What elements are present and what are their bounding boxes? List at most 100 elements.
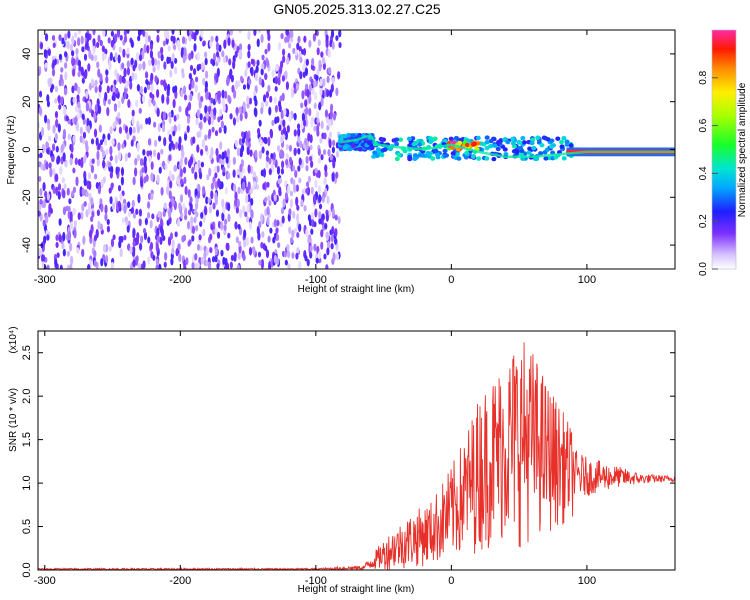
spectrogram-cell [104, 91, 108, 102]
spectrogram-cell [104, 204, 108, 215]
spectrogram-cell [464, 142, 470, 148]
spectrogram-cell [285, 81, 290, 91]
spectrogram-cell [318, 194, 322, 204]
spectrogram-cell [372, 150, 378, 155]
spectrogram-cell [301, 112, 306, 122]
spectrogram-cell [456, 156, 462, 161]
spectrogram-cell [286, 243, 290, 252]
spectrogram-cell [326, 195, 330, 205]
spectrogram-cell [129, 81, 133, 90]
spectrogram-cell [568, 143, 574, 148]
spectrogram-cell [325, 231, 329, 239]
spectrogram-cell [234, 221, 238, 230]
spectrogram-cell [309, 251, 313, 259]
spectrogram-cell [324, 164, 328, 173]
spectrogram-cell [246, 146, 250, 156]
spectrogram-cell [81, 248, 85, 258]
spectrogram-cell [93, 234, 98, 242]
spectrogram-cell [331, 77, 335, 84]
spectrogram-cell [326, 247, 330, 256]
spectrogram-cell [75, 122, 80, 132]
spectrogram-cell [139, 85, 144, 95]
spectrogram-cell [168, 170, 172, 178]
spectrogram-cell [93, 112, 97, 120]
spectrogram-cell [256, 59, 260, 67]
spectrogram-cell [208, 128, 212, 137]
colorbar-tick-label: 0.6 [698, 118, 709, 132]
spectrogram-cell [77, 59, 82, 67]
spectrogram-cell [316, 117, 320, 124]
spectrogram-cell [197, 159, 201, 169]
colorbar-frame [711, 29, 737, 270]
spectrogram-cell [304, 255, 308, 262]
spectrogram-cell [257, 30, 261, 34]
spectrogram-cell [327, 149, 331, 157]
spectrogram-cell [164, 164, 168, 170]
spectrogram-cell [191, 79, 195, 89]
spectrogram-cell [120, 166, 125, 177]
spectrogram-cell [220, 120, 224, 129]
spectrogram-cell [281, 215, 285, 224]
spectrogram-cell [171, 174, 175, 182]
spectrogram-cell [517, 145, 523, 151]
spectrogram-cell [132, 228, 136, 237]
spectrogram-cell [470, 154, 476, 159]
spectrogram-cell [71, 85, 75, 94]
spectrogram-cell [39, 188, 43, 196]
spectrogram-cell [428, 136, 434, 141]
spectrogram-cell [82, 131, 87, 139]
spectrogram-cell [174, 231, 178, 238]
spectrogram-cell [88, 82, 92, 91]
spectrogram-cell [309, 144, 313, 151]
spectrogram-cell [52, 168, 56, 176]
spectrogram-cell [179, 194, 184, 203]
spectrogram-cell [282, 126, 287, 135]
spectrogram-cell [325, 34, 329, 41]
spectrogram-cell [310, 212, 315, 221]
spectrogram-cell [154, 139, 158, 148]
spectrogram-cell [135, 208, 139, 215]
spectrogram-cell [153, 121, 157, 128]
bottom-plot-frame [37, 330, 676, 571]
spectrogram-cell [174, 57, 178, 64]
spectrogram-cell [325, 212, 329, 222]
spectrogram-cell [292, 210, 296, 219]
spectrogram-cell [173, 164, 177, 172]
spectrogram-cell [313, 125, 317, 132]
spectrogram-cell [55, 186, 59, 196]
spectrogram-cell [132, 240, 136, 247]
spectrogram-cell [77, 101, 81, 109]
spectrogram-cell [64, 71, 68, 81]
spectrogram-cell [195, 224, 199, 232]
spectrogram-cell [39, 41, 44, 50]
spectrogram-cell [162, 40, 166, 47]
spectrogram-cell [192, 68, 197, 76]
spectrogram-cell [331, 208, 335, 218]
spectrogram-cell [325, 40, 329, 48]
x-tick-label: -100 [305, 274, 327, 286]
spectrogram-cell [268, 200, 272, 206]
spectrogram-cell [45, 161, 49, 170]
spectrogram-cell [72, 68, 76, 77]
spectrogram-cell [60, 96, 64, 105]
spectrogram-cell [258, 119, 262, 127]
spectrogram-cell [113, 105, 118, 112]
spectrogram-cell [280, 168, 284, 175]
spectrogram-cell [172, 130, 176, 137]
spectrogram-cell [214, 227, 218, 235]
spectrogram-cell [67, 133, 71, 140]
spectrogram-cell [298, 260, 302, 269]
spectrogram-cell [216, 231, 221, 239]
spectrogram-cell [132, 212, 137, 219]
spectrogram-cell [227, 37, 231, 47]
spectrogram-cell [236, 264, 240, 269]
spectrogram-cell [152, 149, 157, 158]
spectrogram-cell [549, 138, 555, 143]
spectrogram-cell [205, 90, 209, 98]
spectrogram-cell [43, 49, 47, 59]
spectrogram-cell [192, 136, 196, 144]
spectrogram-cell [184, 185, 188, 196]
spectrogram-cell [162, 111, 166, 121]
spectrogram-cell [285, 143, 289, 151]
x-tick-label: 100 [578, 274, 596, 286]
